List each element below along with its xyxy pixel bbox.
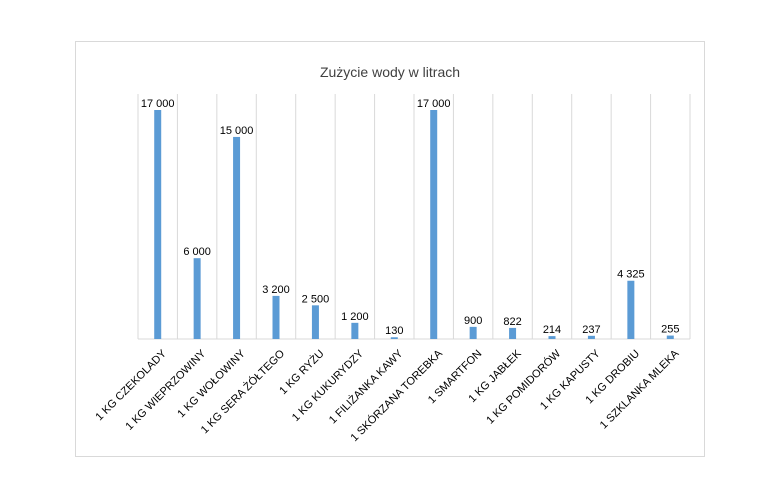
category-label: 1 KG KUKURYDZY bbox=[290, 347, 367, 424]
bar bbox=[311, 305, 319, 339]
data-label: 822 bbox=[503, 316, 521, 328]
data-label: 214 bbox=[543, 324, 561, 336]
category-label: 1 KG POMIDORÓW bbox=[484, 347, 564, 427]
bar bbox=[548, 336, 556, 339]
chart-title: Zużycie wody w litrach bbox=[319, 64, 461, 80]
data-label: 2 500 bbox=[302, 293, 330, 305]
data-label: 130 bbox=[385, 325, 403, 337]
bar bbox=[193, 258, 201, 339]
bar bbox=[233, 136, 241, 339]
data-label: 15 000 bbox=[220, 125, 254, 137]
data-label: 237 bbox=[582, 324, 600, 336]
bar bbox=[390, 337, 398, 339]
bar bbox=[351, 322, 359, 339]
bar bbox=[469, 326, 477, 339]
bar bbox=[627, 280, 635, 339]
category-label: 1 FILIŻANKA KAWY bbox=[326, 347, 406, 427]
bar bbox=[587, 335, 595, 339]
data-label: 900 bbox=[464, 315, 482, 327]
data-label: 255 bbox=[661, 324, 679, 336]
data-label: 4 325 bbox=[617, 269, 645, 281]
category-label: 1 KG WOŁOWINY bbox=[175, 347, 248, 420]
data-label: 1 200 bbox=[341, 311, 369, 323]
data-label: 3 200 bbox=[262, 284, 290, 296]
data-label: 6 000 bbox=[183, 246, 211, 258]
data-label: 17 000 bbox=[417, 98, 451, 110]
bar bbox=[272, 295, 280, 339]
bar bbox=[666, 335, 674, 339]
category-label: 1 KG CZEKOLADY bbox=[93, 347, 169, 423]
bar bbox=[509, 327, 517, 339]
chart-area bbox=[75, 41, 705, 457]
bar bbox=[430, 110, 438, 339]
category-label: 1 SZKLANKA MLEKA bbox=[598, 347, 682, 431]
data-label: 17 000 bbox=[141, 98, 175, 110]
bar bbox=[154, 110, 162, 339]
